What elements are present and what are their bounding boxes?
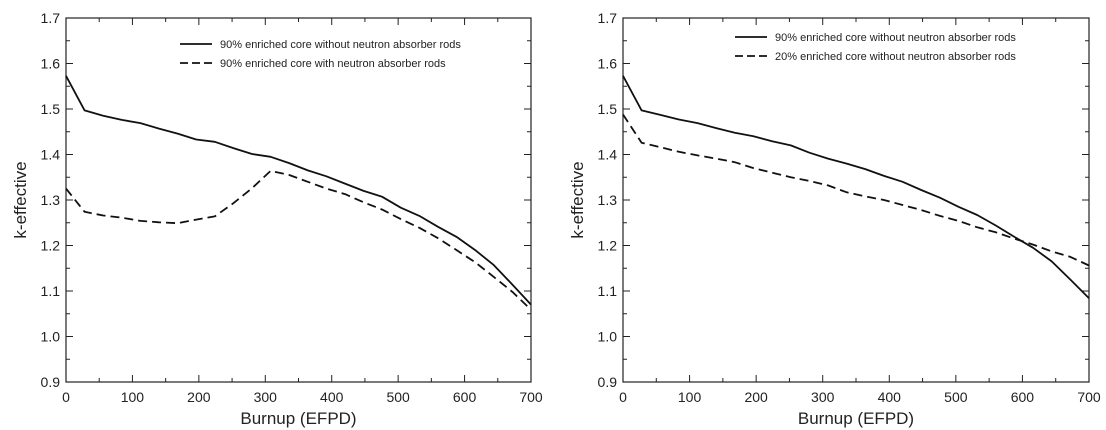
chart-2-y-axis-label: k-effective: [568, 161, 587, 238]
chart-2-y-tick-label: 1.5: [598, 101, 618, 117]
chart-1-legend-label: 90% enriched core with neutron absorber …: [220, 58, 446, 70]
chart-1-x-tick-label: 600: [453, 389, 477, 405]
chart-1-x-tick-label: 400: [320, 389, 344, 405]
chart-1-y-axis-label: k-effective: [11, 161, 30, 238]
chart-1-legend-label: 90% enriched core without neutron absorb…: [220, 39, 461, 51]
chart-2-y-tick-label: 0.9: [598, 374, 618, 390]
chart-1-y-tick-label: 1.0: [41, 329, 61, 345]
chart-2: 0 100 200 300 400 500 600 700 0.9 1.0 1.1 1.2 1.3 1.4…: [568, 10, 1101, 428]
chart-2-y-tick-label: 1.1: [598, 283, 618, 299]
chart-1-series-dashed-line: [65, 170, 532, 311]
chart-2-y-tick-label: 1.7: [598, 10, 618, 26]
chart-2-x-tick-label: 300: [811, 389, 835, 405]
chart-2-plot-frame: [622, 17, 1090, 383]
chart-1-y-tick-label: 1.7: [41, 10, 61, 26]
chart-2-legend-label: 20% enriched core without neutron absorb…: [775, 51, 1016, 63]
chart-2-x-tick-label: 700: [1077, 389, 1101, 405]
chart-1-x-tick-label: 500: [386, 389, 410, 405]
chart-1-y-tick-label: 1.6: [41, 56, 61, 72]
chart-2-x-tick-label: 400: [878, 389, 902, 405]
chart-1-series-solid-line: [65, 75, 532, 306]
chart-1-y-tick-label: 1.2: [41, 238, 61, 254]
chart-2-y-tick-label: 1.4: [598, 147, 618, 163]
chart-1-y-tick-label: 0.9: [41, 374, 61, 390]
chart-2-legend-label: 90% enriched core without neutron absorb…: [775, 32, 1016, 44]
chart-2-y-tick-label: 1.3: [598, 192, 618, 208]
chart-1-y-tick-label: 1.1: [41, 283, 61, 299]
chart-1-x-tick-label: 700: [519, 389, 543, 405]
chart-2-y-tick-label: 1.6: [598, 56, 618, 72]
chart-1-y-tick-label: 1.4: [41, 147, 61, 163]
chart-2-series-dashed-line: [622, 114, 1090, 267]
chart-2-x-tick-label: 100: [678, 389, 702, 405]
chart-2-legend: 90% enriched core without neutron absorb…: [735, 32, 1016, 63]
chart-1-x-tick-label: 200: [187, 389, 211, 405]
chart-1-y-tick-label: 1.3: [41, 192, 61, 208]
chart-2-x-tick-label: 200: [744, 389, 768, 405]
chart-1-legend: 90% enriched core without neutron absorb…: [180, 39, 461, 70]
chart-1: 0 100 200 300 400 500 600 700 0.9 1.0 1.1 1.2 1.3 1.4…: [11, 10, 543, 428]
chart-2-x-tick-label: 0: [619, 389, 627, 405]
chart-1-x-axis-label: Burnup (EFPD): [240, 409, 356, 428]
chart-2-x-tick-label: 500: [944, 389, 968, 405]
chart-2-y-tick-label: 1.2: [598, 238, 618, 254]
chart-1-plot-frame: [65, 17, 532, 383]
chart-2-x-tick-label: 600: [1011, 389, 1035, 405]
chart-2-series-solid-line: [622, 75, 1090, 299]
chart-1-y-tick-label: 1.5: [41, 101, 61, 117]
chart-1-x-tick-label: 100: [121, 389, 145, 405]
chart-1-x-tick-label: 300: [254, 389, 278, 405]
chart-1-x-tick-label: 0: [62, 389, 70, 405]
chart-2-y-tick-label: 1.0: [598, 329, 618, 345]
chart-2-x-axis-label: Burnup (EFPD): [798, 409, 914, 428]
